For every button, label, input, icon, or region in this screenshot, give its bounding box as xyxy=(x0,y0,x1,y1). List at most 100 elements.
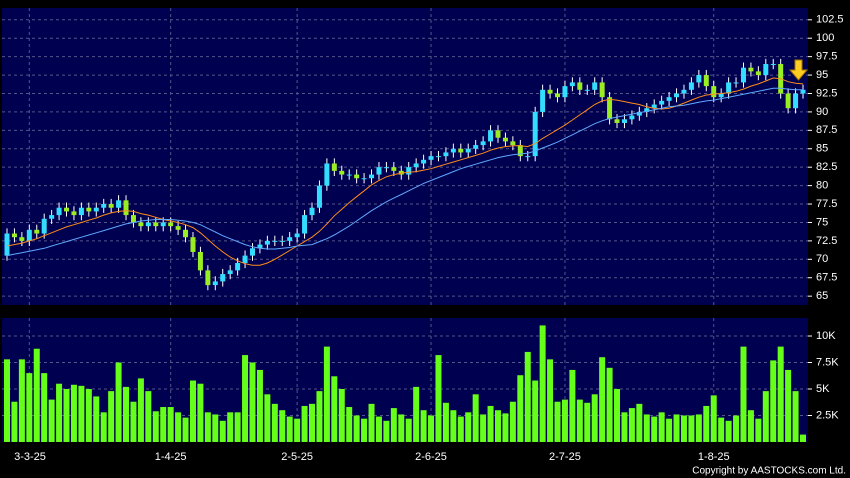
candle-body xyxy=(629,115,635,120)
candle-body xyxy=(681,89,687,94)
y-tick-label: 87.5 xyxy=(816,124,837,136)
candle-body xyxy=(331,163,337,171)
volume-bar xyxy=(539,325,546,442)
candle-body xyxy=(428,156,434,160)
candle-body xyxy=(480,141,486,146)
volume-bar xyxy=(398,414,405,442)
volume-bar xyxy=(435,355,442,442)
candle-body xyxy=(41,218,47,234)
volume-bar xyxy=(219,420,226,442)
volume-bar xyxy=(182,417,189,442)
volume-bar xyxy=(93,396,100,442)
candle-body xyxy=(525,156,531,158)
volume-bar xyxy=(502,413,509,442)
volume-bar xyxy=(710,395,717,442)
candle-body xyxy=(800,89,806,94)
volume-bar xyxy=(338,389,345,442)
volume-bar xyxy=(517,375,524,442)
candle-body xyxy=(644,108,650,112)
volume-bar xyxy=(688,415,695,442)
candle-body xyxy=(569,82,575,87)
candle-body xyxy=(495,130,501,138)
candle-body xyxy=(636,111,642,116)
volume-bar xyxy=(26,373,33,442)
candle-body xyxy=(748,67,754,72)
volume-bar xyxy=(792,391,799,442)
volume-bar xyxy=(450,410,457,442)
candle-body xyxy=(502,137,508,142)
candle-body xyxy=(785,93,791,109)
volume-bar xyxy=(301,405,308,442)
volume-bar xyxy=(755,418,762,442)
candle-body xyxy=(78,207,84,216)
moving-average-line xyxy=(6,87,803,257)
volume-bar xyxy=(428,415,435,442)
y-tick-label: 95 xyxy=(816,69,828,81)
y-tick-label: 67.5 xyxy=(816,272,837,284)
volume-bar xyxy=(160,407,167,442)
candle-body xyxy=(383,167,389,169)
candle-body xyxy=(26,229,32,241)
x-tick-label: 2-6-25 xyxy=(415,451,447,463)
candle-body xyxy=(369,174,375,179)
candle-body xyxy=(599,82,605,98)
volume-bar xyxy=(48,399,55,442)
candle-body xyxy=(532,111,538,157)
candle-body xyxy=(711,86,717,98)
candle-body xyxy=(227,270,233,275)
volume-bar xyxy=(673,414,680,442)
candle-body xyxy=(309,207,315,216)
volume-bar xyxy=(346,407,353,442)
volume-bar xyxy=(747,410,754,442)
volume-bar xyxy=(368,403,375,442)
candle-body xyxy=(666,97,672,101)
volume-bar xyxy=(480,414,487,442)
volume-bar xyxy=(33,348,40,442)
volume-bar xyxy=(145,391,152,442)
y-tick-label: 72.5 xyxy=(816,235,837,247)
mark-layer xyxy=(4,58,806,442)
volume-bar xyxy=(383,420,390,442)
x-tick-label: 2-5-25 xyxy=(281,451,313,463)
volume-bar xyxy=(4,359,10,442)
candle-body xyxy=(473,145,479,149)
y-tick-label: 2.5K xyxy=(816,409,839,421)
y-tick-label: 85 xyxy=(816,143,828,155)
volume-bar xyxy=(413,386,420,442)
volume-bar xyxy=(554,401,561,442)
volume-bar xyxy=(137,378,144,442)
volume-bar xyxy=(770,360,777,442)
y-tick-label: 80 xyxy=(816,180,828,192)
candle-body xyxy=(11,233,17,238)
volume-bar xyxy=(695,414,702,442)
candle-body xyxy=(555,93,561,98)
candle-body xyxy=(153,222,159,227)
volume-bar xyxy=(472,394,479,442)
candle-body xyxy=(376,167,382,175)
candle-body xyxy=(249,248,255,256)
candle-body xyxy=(488,130,494,142)
candle-body xyxy=(450,148,456,153)
y-tick-label: 102.5 xyxy=(816,14,844,26)
candle-body xyxy=(257,244,263,249)
volume-bar xyxy=(375,416,382,442)
volume-bar xyxy=(785,369,792,442)
candle-body xyxy=(540,89,546,112)
x-tick-label: 1-8-25 xyxy=(698,451,730,463)
volume-bar xyxy=(643,414,650,442)
volume-bar xyxy=(78,385,85,442)
volume-bar xyxy=(175,412,182,442)
x-tick-label: 2-7-25 xyxy=(549,451,581,463)
candle-body xyxy=(391,167,397,171)
candle-body xyxy=(316,185,322,208)
candle-body xyxy=(64,207,70,212)
candle-body xyxy=(696,75,702,83)
candle-body xyxy=(346,174,352,176)
volume-bar xyxy=(70,384,77,442)
candle-body xyxy=(354,174,360,179)
volume-bar xyxy=(509,401,516,442)
volume-bar xyxy=(242,355,249,442)
grid-layer xyxy=(2,8,808,442)
candle-body xyxy=(175,226,181,230)
volume-bar xyxy=(189,380,196,442)
